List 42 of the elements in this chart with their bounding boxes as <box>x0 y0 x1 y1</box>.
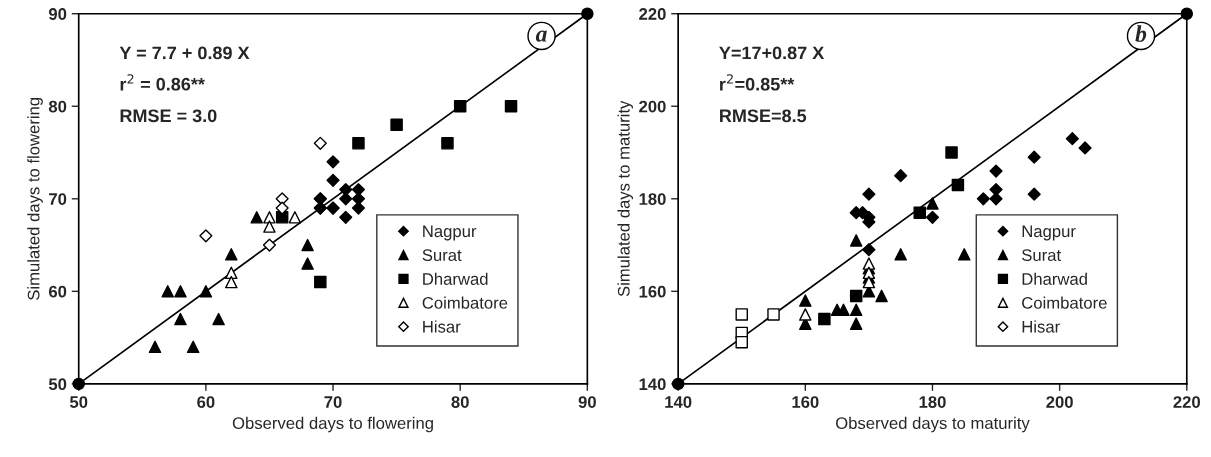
y-tick-label: 220 <box>639 8 666 20</box>
annotation: RMSE = 3.0 <box>120 109 217 123</box>
y-tick-label: 200 <box>639 100 666 113</box>
y-tick-label: 70 <box>49 193 67 205</box>
legend-label: Coimbatore <box>1022 296 1107 309</box>
annotation: Y=17+0.87 X <box>719 46 825 60</box>
x-tick-label: 140 <box>665 396 692 408</box>
x-tick-label: 160 <box>792 396 819 408</box>
annotation: Y = 7.7 + 0.89 X <box>119 46 250 60</box>
x-tick-label: 220 <box>1173 396 1200 408</box>
x-tick-label: 70 <box>324 396 342 408</box>
y-tick-label: 50 <box>48 378 67 391</box>
y-tick-label: 90 <box>48 8 67 20</box>
chart-title: a <box>535 30 547 42</box>
annotation: r$^{2}$ = 0.86** <box>120 74 205 91</box>
y-axis-title: Simulated days to maturity <box>617 100 633 297</box>
x-tick-label: 60 <box>197 396 215 408</box>
legend-label: Nagpur <box>423 225 477 241</box>
chart-title: b <box>1135 25 1147 42</box>
legend-label: Hisar <box>423 320 461 333</box>
y-tick-label: 80 <box>48 100 67 113</box>
x-axis-title: Observed days to flowering <box>232 416 433 433</box>
x-axis-title: Observed days to maturity <box>836 416 1030 433</box>
legend-label: Dharwad <box>1022 272 1087 285</box>
legend-label: Coimbatore <box>422 296 508 309</box>
x-tick-label: 200 <box>1046 396 1073 408</box>
legend-label: Dharwad <box>423 272 488 285</box>
legend-label: Hisar <box>1022 320 1060 333</box>
x-tick-label: 50 <box>69 396 88 408</box>
annotation: RMSE=8.5 <box>720 109 807 123</box>
x-tick-label: 80 <box>451 396 469 408</box>
legend-label: Nagpur <box>1022 225 1076 241</box>
y-tick-label: 160 <box>639 285 666 298</box>
y-axis-title: Simulated days to flowering <box>27 97 43 300</box>
y-tick-label: 60 <box>48 285 67 298</box>
y-tick-label: 180 <box>639 193 666 205</box>
legend-label: Surat <box>422 249 462 262</box>
x-tick-label: 180 <box>919 396 946 408</box>
x-tick-label: 90 <box>578 396 596 408</box>
legend-label: Surat <box>1022 249 1061 262</box>
annotation: r$^{2}$=0.85** <box>720 74 795 91</box>
y-tick-label: 140 <box>639 378 666 391</box>
